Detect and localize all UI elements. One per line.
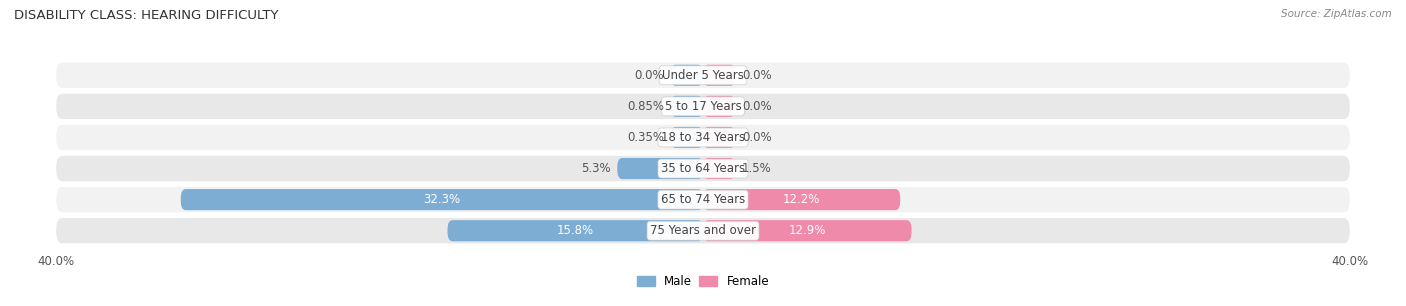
Text: 12.2%: 12.2% [783, 193, 820, 206]
FancyBboxPatch shape [56, 218, 1350, 243]
FancyBboxPatch shape [703, 158, 735, 179]
Legend: Male, Female: Male, Female [637, 275, 769, 288]
FancyBboxPatch shape [703, 65, 735, 86]
FancyBboxPatch shape [703, 127, 735, 148]
FancyBboxPatch shape [617, 158, 703, 179]
FancyBboxPatch shape [56, 63, 1350, 88]
Text: 0.85%: 0.85% [627, 100, 664, 113]
Text: 0.0%: 0.0% [634, 69, 664, 82]
Text: 75 Years and over: 75 Years and over [650, 224, 756, 237]
Text: 32.3%: 32.3% [423, 193, 460, 206]
Text: 15.8%: 15.8% [557, 224, 593, 237]
FancyBboxPatch shape [56, 187, 1350, 212]
FancyBboxPatch shape [56, 125, 1350, 150]
Text: 0.0%: 0.0% [742, 100, 772, 113]
Text: 18 to 34 Years: 18 to 34 Years [661, 131, 745, 144]
FancyBboxPatch shape [56, 156, 1350, 181]
Text: 0.0%: 0.0% [742, 131, 772, 144]
Text: 0.35%: 0.35% [627, 131, 664, 144]
Text: 5 to 17 Years: 5 to 17 Years [665, 100, 741, 113]
Text: 0.0%: 0.0% [742, 69, 772, 82]
FancyBboxPatch shape [447, 220, 703, 241]
Text: Source: ZipAtlas.com: Source: ZipAtlas.com [1281, 9, 1392, 19]
Text: 35 to 64 Years: 35 to 64 Years [661, 162, 745, 175]
FancyBboxPatch shape [703, 220, 911, 241]
FancyBboxPatch shape [56, 94, 1350, 119]
FancyBboxPatch shape [671, 96, 703, 117]
FancyBboxPatch shape [671, 127, 703, 148]
Text: 5.3%: 5.3% [581, 162, 610, 175]
FancyBboxPatch shape [671, 65, 703, 86]
FancyBboxPatch shape [703, 96, 735, 117]
FancyBboxPatch shape [703, 189, 900, 210]
Text: 12.9%: 12.9% [789, 224, 825, 237]
Text: 1.5%: 1.5% [742, 162, 772, 175]
FancyBboxPatch shape [181, 189, 703, 210]
Text: DISABILITY CLASS: HEARING DIFFICULTY: DISABILITY CLASS: HEARING DIFFICULTY [14, 9, 278, 22]
Text: Under 5 Years: Under 5 Years [662, 69, 744, 82]
Text: 65 to 74 Years: 65 to 74 Years [661, 193, 745, 206]
